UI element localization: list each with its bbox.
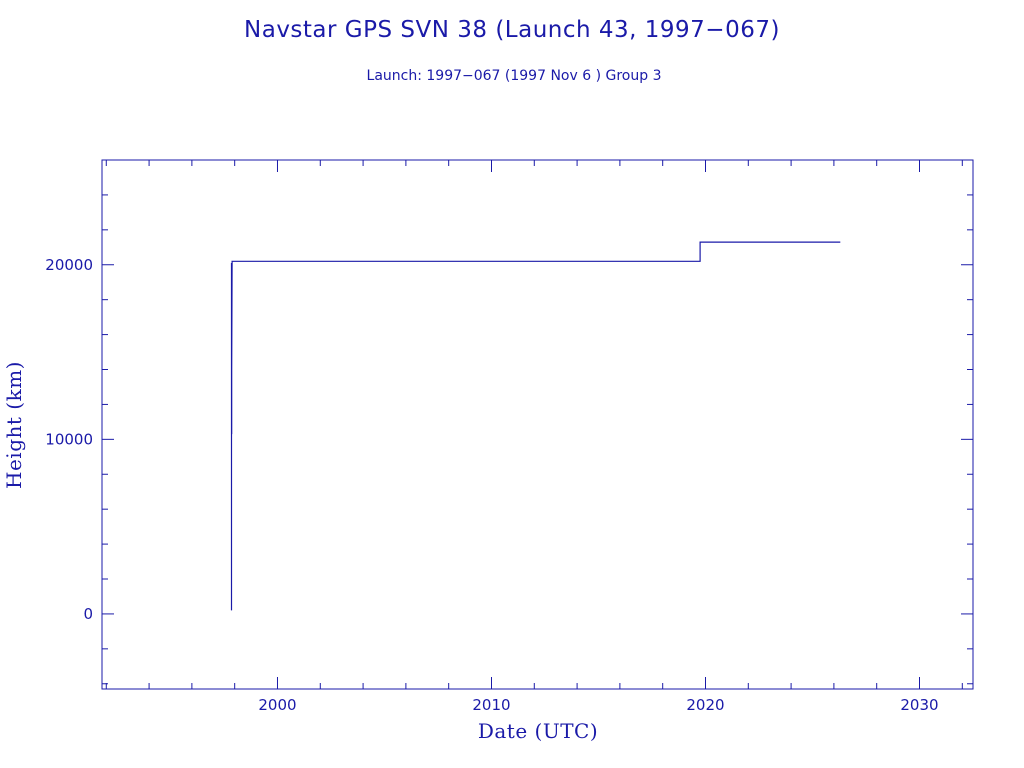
chart-subtitle: Launch: 1997−067 (1997 Nov 6 ) Group 3 xyxy=(367,68,662,84)
axis-tick-labels: 2000 2010 2020 2030 0 10000 20000 xyxy=(45,256,938,714)
y-axis-label: Height (km) xyxy=(2,361,26,489)
x-axis-label: Date (UTC) xyxy=(478,719,598,743)
x-tick-label: 2010 xyxy=(472,696,510,714)
x-tick-label: 2020 xyxy=(686,696,724,714)
plot-frame xyxy=(101,159,974,690)
series-group xyxy=(230,241,841,611)
y-tick-label: 20000 xyxy=(45,256,93,274)
axis-ticks xyxy=(102,159,973,689)
x-tick-label: 2000 xyxy=(258,696,296,714)
height-series-line xyxy=(230,241,841,611)
y-tick-label: 0 xyxy=(83,605,93,623)
chart-title: Navstar GPS SVN 38 (Launch 43, 1997−067) xyxy=(244,17,780,43)
x-tick-label: 2030 xyxy=(900,696,938,714)
y-tick-label: 10000 xyxy=(45,430,93,448)
